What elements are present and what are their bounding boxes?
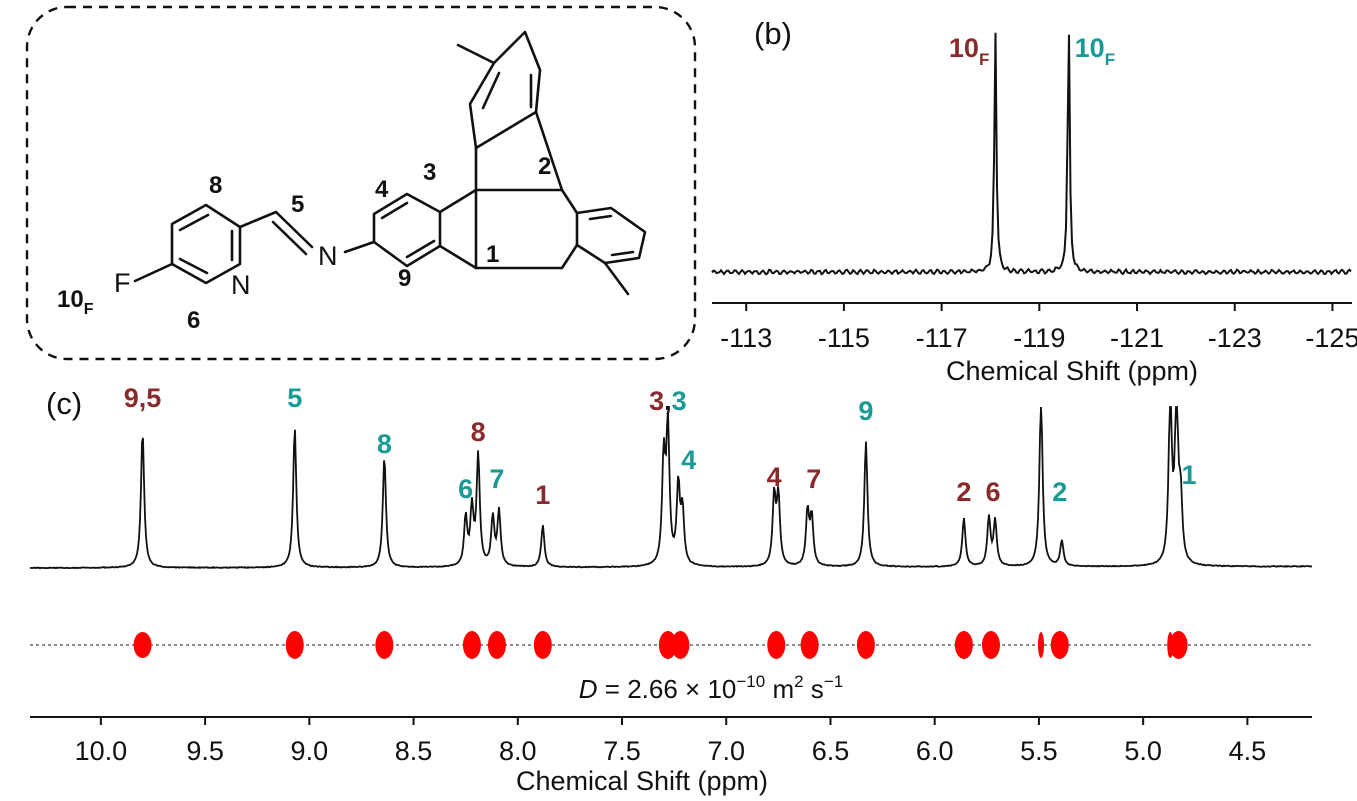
- x-tick-label-c-9: 5.5: [1020, 736, 1058, 766]
- dosy-spot-7: [671, 631, 690, 659]
- x-tick-label-b-3: -119: [1013, 323, 1065, 353]
- structure-panel: F N N 8 5 4 3 2 1 9 6 10F: [25, 5, 697, 361]
- dosy-spot-16: [1169, 631, 1188, 659]
- x-tick-label-b-6: -125: [1305, 323, 1357, 353]
- fluorine-label: 10F: [57, 286, 94, 318]
- dosy-spot-11: [954, 631, 973, 659]
- diffusion-coefficient: D = 2.66 × 10−10 m2 s−1: [579, 672, 843, 704]
- x-ticks-c: 10.0 9.5 9.0 8.5 8.0 7.5 7.0 6.5 6.0 5.5 5.0 4.5: [75, 717, 1267, 766]
- dosy-spot-4: [487, 631, 506, 659]
- peak-labels-c: 9,5 58 86 713,344 792 6 21: [124, 383, 1197, 510]
- atom-number-6: 8: [209, 172, 222, 199]
- atom-N-ring: N: [231, 270, 251, 300]
- x-tick-label-b-2: -117: [916, 323, 968, 353]
- atom-N-imine: N: [318, 241, 338, 271]
- peak-label-c-12: 2: [956, 477, 971, 507]
- x-tick-label-c-11: 4.5: [1229, 736, 1267, 766]
- dosy-spot-3: [462, 631, 481, 659]
- x-tick-label-c-7: 6.5: [812, 736, 850, 766]
- panel-c: (c) 9,5 58 86 713,344 792 6 21 D = 2.66 × 10−1…: [29, 383, 1313, 796]
- x-tick-label-b-4: -121: [1110, 323, 1164, 353]
- peak-labels-b: 10F 10F: [949, 33, 1115, 69]
- x-tick-label-c-0: 10.0: [75, 736, 128, 766]
- x-tick-label-c-1: 9.5: [186, 736, 224, 766]
- peak-label-c-8: 4: [681, 445, 696, 475]
- atom-number-2: 2: [538, 153, 551, 180]
- molecule-bonds: [133, 30, 647, 296]
- proton-spectrum-trace: [29, 406, 1313, 570]
- dosy-spot-6: [658, 631, 677, 659]
- peak-label-c-6: 1: [535, 480, 550, 510]
- panel-label-c: (c): [46, 386, 82, 421]
- dosy-spot-9: [800, 631, 819, 659]
- atom-number-4: 4: [375, 176, 389, 203]
- dosy-spot-5: [533, 631, 552, 659]
- x-tick-label-c-10: 5.0: [1124, 736, 1162, 766]
- peak-label-b-1: 10F: [1075, 33, 1115, 69]
- dosy-spot-14: [1050, 631, 1069, 659]
- x-tick-label-c-5: 7.5: [603, 736, 641, 766]
- peak-label-c-3: 8: [471, 417, 486, 447]
- x-tick-label-b-0: -113: [720, 323, 772, 353]
- panel-label-b: (b): [754, 16, 792, 51]
- x-tick-label-b-5: -123: [1208, 323, 1262, 353]
- peak-label-c-5: 7: [489, 464, 504, 494]
- peak-label-c-7: 3,3: [649, 386, 687, 416]
- dosy-spot-13: [1038, 632, 1045, 658]
- x-tick-label-c-6: 7.0: [707, 736, 745, 766]
- peak-label-c-2: 8: [377, 429, 392, 459]
- panel-b: (b) -113 -115 -117 -119 -121 -123 -125 10F 10F …: [711, 16, 1357, 386]
- atom-number-5: 5: [291, 191, 304, 218]
- atom-F: F: [114, 268, 131, 298]
- dosy-spot-2: [375, 631, 394, 659]
- x-tick-label-b-1: -115: [818, 323, 870, 353]
- dosy-spot-0: [133, 632, 152, 658]
- x-axis-label-b: Chemical Shift (ppm): [946, 356, 1198, 386]
- x-axis-label-c: Chemical Shift (ppm): [516, 766, 768, 796]
- atom-number-1: 1: [486, 241, 499, 268]
- peak-label-b-0: 10F: [949, 33, 989, 69]
- x-tick-label-c-3: 8.5: [395, 736, 433, 766]
- atom-number-8: 6: [187, 307, 200, 334]
- x-ticks-b: -113 -115 -117 -119 -121 -123 -125: [720, 303, 1357, 353]
- x-tick-label-c-8: 6.0: [916, 736, 954, 766]
- structure-dashed-frame: [25, 5, 697, 361]
- peak-label-c-4: 6: [458, 474, 473, 504]
- dosy-spot-1: [285, 631, 304, 659]
- fluorine-spectrum-trace: [711, 32, 1352, 276]
- atom-number-3: 3: [423, 159, 436, 186]
- atom-number-9: 9: [398, 265, 411, 292]
- x-tick-label-c-2: 9.0: [291, 736, 329, 766]
- peak-label-c-9: 4: [767, 462, 782, 492]
- peak-label-c-13: 6: [986, 477, 1001, 507]
- peak-label-c-11: 9: [858, 396, 873, 426]
- peak-label-c-1: 5: [287, 383, 302, 413]
- dosy-spot-8: [767, 631, 786, 659]
- dosy-spot-12: [981, 631, 1000, 659]
- peak-label-c-0: 9,5: [124, 383, 162, 413]
- dosy-spots: [133, 631, 1188, 659]
- x-tick-label-c-4: 8.0: [499, 736, 537, 766]
- peak-label-c-15: 1: [1181, 460, 1196, 490]
- peak-label-c-14: 2: [1052, 477, 1067, 507]
- peak-label-c-10: 7: [806, 464, 821, 494]
- dosy-spot-10: [856, 631, 875, 659]
